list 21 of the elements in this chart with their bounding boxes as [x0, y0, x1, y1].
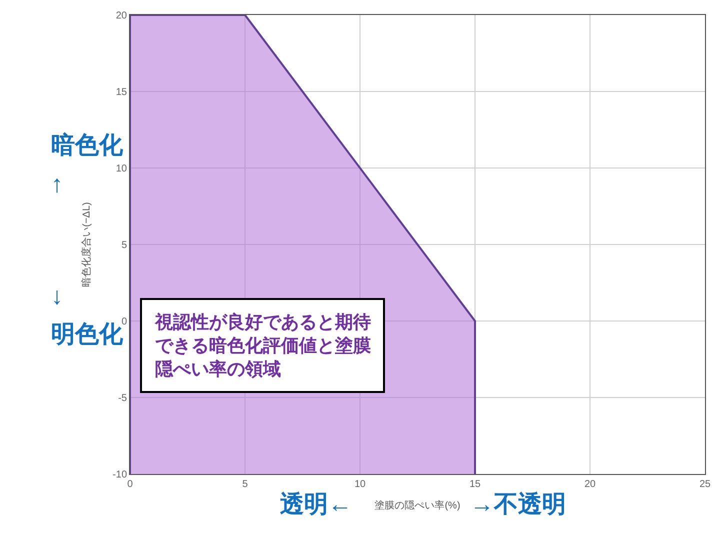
x-tick-label: 20	[584, 479, 596, 490]
y-axis-title: 暗色化度合い(−ΔL)	[80, 202, 93, 287]
annotation: 視認性が良好であると期待できる暗色化評価値と塗膜隠ぺい率の領域	[154, 312, 371, 379]
x-tick-label: 25	[699, 479, 711, 490]
x-tick-label: 10	[354, 479, 366, 490]
x-axis-title: 塗膜の隠ぺい率(%)	[374, 500, 460, 512]
text: 暗色化	[51, 132, 124, 159]
text: ↓	[51, 283, 63, 310]
y-tick-label: 20	[116, 10, 128, 22]
y-tick-label: -10	[112, 470, 128, 480]
x-tick-label: 5	[242, 479, 248, 490]
text: 透明←	[280, 491, 352, 518]
x-tick-label: 15	[469, 479, 481, 490]
y-tick-label: 15	[116, 87, 128, 98]
y-tick-label: 5	[121, 240, 128, 251]
y-tick-label: 10	[116, 164, 128, 174]
y-tick-label: 0	[121, 316, 128, 328]
text: 明色化	[51, 321, 124, 348]
y-tick-label: -5	[118, 393, 128, 404]
text: →不透明	[470, 491, 566, 518]
text: ↑	[51, 171, 63, 198]
